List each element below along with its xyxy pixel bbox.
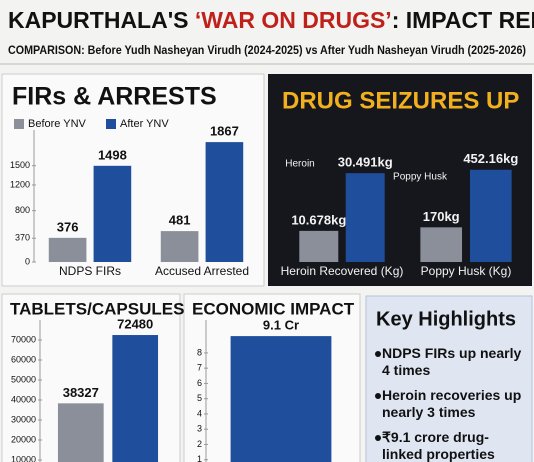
bar [57, 403, 104, 462]
y-tick-label: 60000 [11, 354, 36, 364]
bullet [375, 435, 381, 441]
y-tick-label: 370 [15, 233, 30, 243]
highlights-title: Key Highlights [376, 308, 516, 330]
highlight-box: ₹9.1 crore drug-linked properties [382, 429, 495, 462]
bar [160, 231, 199, 262]
title-part: ‘WAR ON DRUGS’ [195, 7, 392, 33]
bar [205, 142, 244, 262]
chart-title: DRUG SEIZURES UP [282, 87, 519, 114]
y-tick-label: 6 [197, 378, 202, 388]
value-label: 30.491kg [338, 155, 393, 170]
highlight-text: NDPS FIRs up nearly 4 times [382, 345, 522, 378]
y-tick-label: 5 [197, 393, 202, 403]
y-tick-label: 4 [197, 408, 202, 418]
value-label: 452.16kg [463, 151, 518, 166]
value-label: 376 [57, 219, 79, 234]
y-tick-label: 1500 [10, 160, 30, 170]
y-tick-label: 50000 [11, 374, 36, 384]
value-label: 38327 [63, 385, 99, 400]
value-label: 170kg [423, 209, 460, 224]
value-label: 72480 [117, 316, 153, 331]
highlight-text: ₹9.1 crore drug-linked properties [382, 429, 495, 462]
bar [420, 227, 463, 262]
chart-title: TABLETS/CAPSULES [10, 299, 184, 318]
bar [48, 237, 87, 262]
icon-label: Heroin [285, 159, 314, 170]
y-tick-label: 70000 [11, 334, 36, 344]
subtitle: COMPARISON: Before Yudh Nasheyan Virudh … [8, 45, 526, 57]
chart-title: ECONOMIC IMPACT [192, 299, 355, 318]
y-tick-label: 2 [197, 439, 202, 449]
title-part: KAPURTHALA'S [8, 7, 195, 33]
chart-title: FIRs & ARRESTS [12, 83, 217, 111]
x-tick-label: Accused Arrested [155, 264, 249, 278]
legend-swatch [14, 119, 24, 129]
title: KAPURTHALA'S ‘WAR ON DRUGS’: IMPACT REPO… [8, 7, 534, 33]
y-tick-label: 800 [15, 205, 30, 215]
y-tick-label: 1 [197, 454, 202, 462]
icon-label: Poppy Husk [393, 172, 448, 183]
y-tick-label: 7 [197, 363, 202, 373]
legend-label: Before YNV [28, 118, 87, 130]
highlight-text: Heroin recoveries up nearly 3 times [382, 387, 522, 420]
value-label: 10.678kg [291, 212, 346, 227]
bullet [375, 393, 381, 399]
y-tick-label: 8 [197, 347, 202, 357]
y-tick-label: 1200 [10, 179, 30, 189]
y-tick-label: 3 [197, 424, 202, 434]
highlights-list: NDPS FIRs up nearly 4 times Heroin recove… [375, 345, 522, 462]
bar [112, 335, 159, 462]
bar [345, 173, 385, 262]
legend-swatch [106, 119, 116, 129]
highlight-box: NDPS FIRs up nearly 4 times [382, 345, 522, 378]
title-part: : IMPACT REPORT [392, 7, 534, 33]
bar [469, 169, 512, 262]
x-tick-label: Poppy Husk (Kg) [421, 264, 512, 278]
value-label: 481 [169, 213, 191, 228]
x-tick-label: NDPS FIRs [59, 264, 121, 278]
bar [93, 165, 132, 262]
y-tick-label: 10000 [11, 454, 36, 462]
value-label: 9.1 Cr [263, 318, 299, 333]
highlight-box: Heroin recoveries up nearly 3 times [382, 387, 522, 420]
bar [299, 230, 339, 262]
y-tick-label: 30000 [11, 414, 36, 424]
y-tick-label: 40000 [11, 394, 36, 404]
bullet [375, 351, 381, 357]
x-tick-label: Heroin Recovered (Kg) [281, 264, 404, 278]
value-label: 1867 [210, 124, 239, 139]
value-label: 1498 [98, 147, 127, 162]
legend-label: After YNV [120, 118, 169, 130]
y-tick-label: 20000 [11, 434, 36, 444]
bar [230, 336, 332, 462]
y-tick-label: 0 [25, 256, 30, 266]
panel-highlights [365, 295, 533, 462]
